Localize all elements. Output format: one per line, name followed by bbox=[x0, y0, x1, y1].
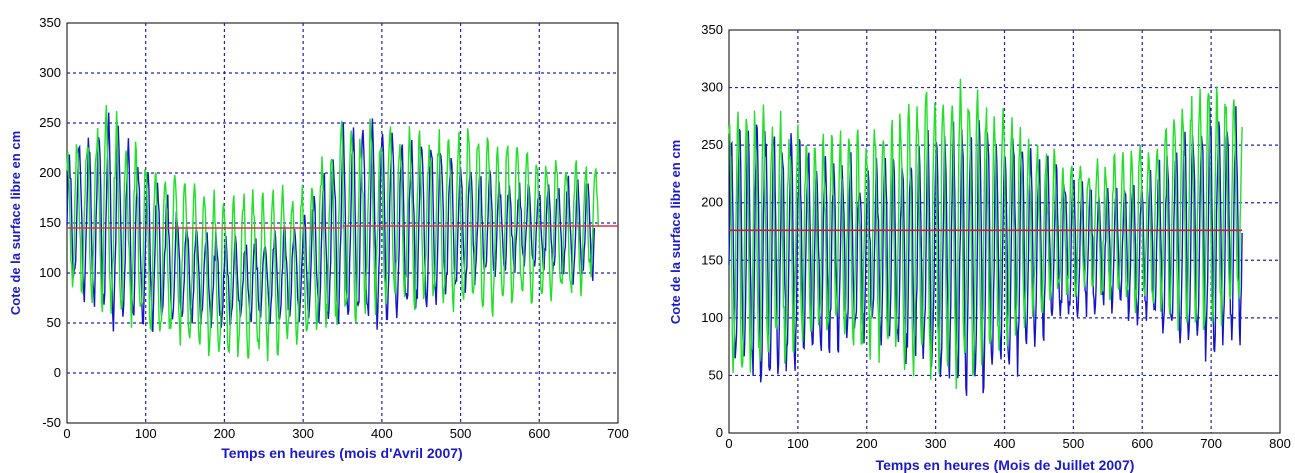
data-series bbox=[66, 104, 618, 362]
y-tick-label: 100 bbox=[39, 265, 61, 280]
y-tick-label: 200 bbox=[39, 165, 61, 180]
y-tick-label: 300 bbox=[39, 65, 61, 80]
x-tick-label: 100 bbox=[135, 426, 157, 441]
y-axis-label: Cote de la surface libre en cm bbox=[8, 131, 23, 315]
x-tick-label: 500 bbox=[450, 426, 472, 441]
tick-labels: 0 100 200 300 400 500 600 700 800 0 50 100 150 200 250… bbox=[701, 22, 1291, 451]
x-tick-label: 700 bbox=[607, 426, 629, 441]
series-line-2 bbox=[66, 104, 599, 362]
y-tick-label: 100 bbox=[701, 310, 723, 325]
y-tick-label: 250 bbox=[701, 137, 723, 152]
x-axis-label: Temps en heures (Mois de Juillet 2007) bbox=[876, 457, 1135, 473]
y-tick-label: 350 bbox=[39, 15, 61, 30]
x-tick-label: 800 bbox=[1269, 436, 1291, 451]
x-tick-label: 300 bbox=[925, 436, 947, 451]
y-tick-label: 200 bbox=[701, 195, 723, 210]
x-axis-label: Temps en heures (mois d'Avril 2007) bbox=[221, 445, 462, 461]
x-tick-label: 300 bbox=[292, 426, 314, 441]
y-axis-label: Cote de la surface libre en cm bbox=[668, 140, 683, 324]
y-tick-label: -50 bbox=[42, 415, 61, 430]
series-line-1 bbox=[728, 106, 1243, 396]
x-tick-label: 600 bbox=[528, 426, 550, 441]
data-series bbox=[728, 78, 1243, 396]
x-tick-label: 100 bbox=[787, 436, 809, 451]
x-tick-label: 400 bbox=[371, 426, 393, 441]
chart-july-2007: 0 100 200 300 400 500 600 700 800 0 50 100 150 200 250… bbox=[668, 22, 1291, 473]
x-tick-label: 600 bbox=[1131, 436, 1153, 451]
x-tick-label: 200 bbox=[214, 426, 236, 441]
series-line-2 bbox=[728, 78, 1243, 389]
y-tick-label: 50 bbox=[47, 315, 61, 330]
y-tick-label: 0 bbox=[54, 365, 61, 380]
y-tick-label: 300 bbox=[701, 80, 723, 95]
x-tick-label: 700 bbox=[1200, 436, 1222, 451]
y-tick-label: 0 bbox=[716, 425, 723, 440]
x-tick-label: 400 bbox=[994, 436, 1016, 451]
x-tick-label: 500 bbox=[1063, 436, 1085, 451]
y-tick-label: 350 bbox=[701, 22, 723, 37]
chart-april-2007: 0 100 200 300 400 500 600 700-50050100150200250… bbox=[8, 15, 629, 461]
y-tick-label: 250 bbox=[39, 115, 61, 130]
x-tick-label: 0 bbox=[63, 426, 70, 441]
x-tick-label: 200 bbox=[856, 436, 878, 451]
y-tick-label: 150 bbox=[39, 215, 61, 230]
y-tick-label: 150 bbox=[701, 252, 723, 267]
x-tick-label: 0 bbox=[725, 436, 732, 451]
series-line-1 bbox=[66, 112, 596, 332]
y-tick-label: 50 bbox=[709, 367, 723, 382]
tick-labels: 0 100 200 300 400 500 600 700-50050100150200250… bbox=[39, 15, 629, 441]
